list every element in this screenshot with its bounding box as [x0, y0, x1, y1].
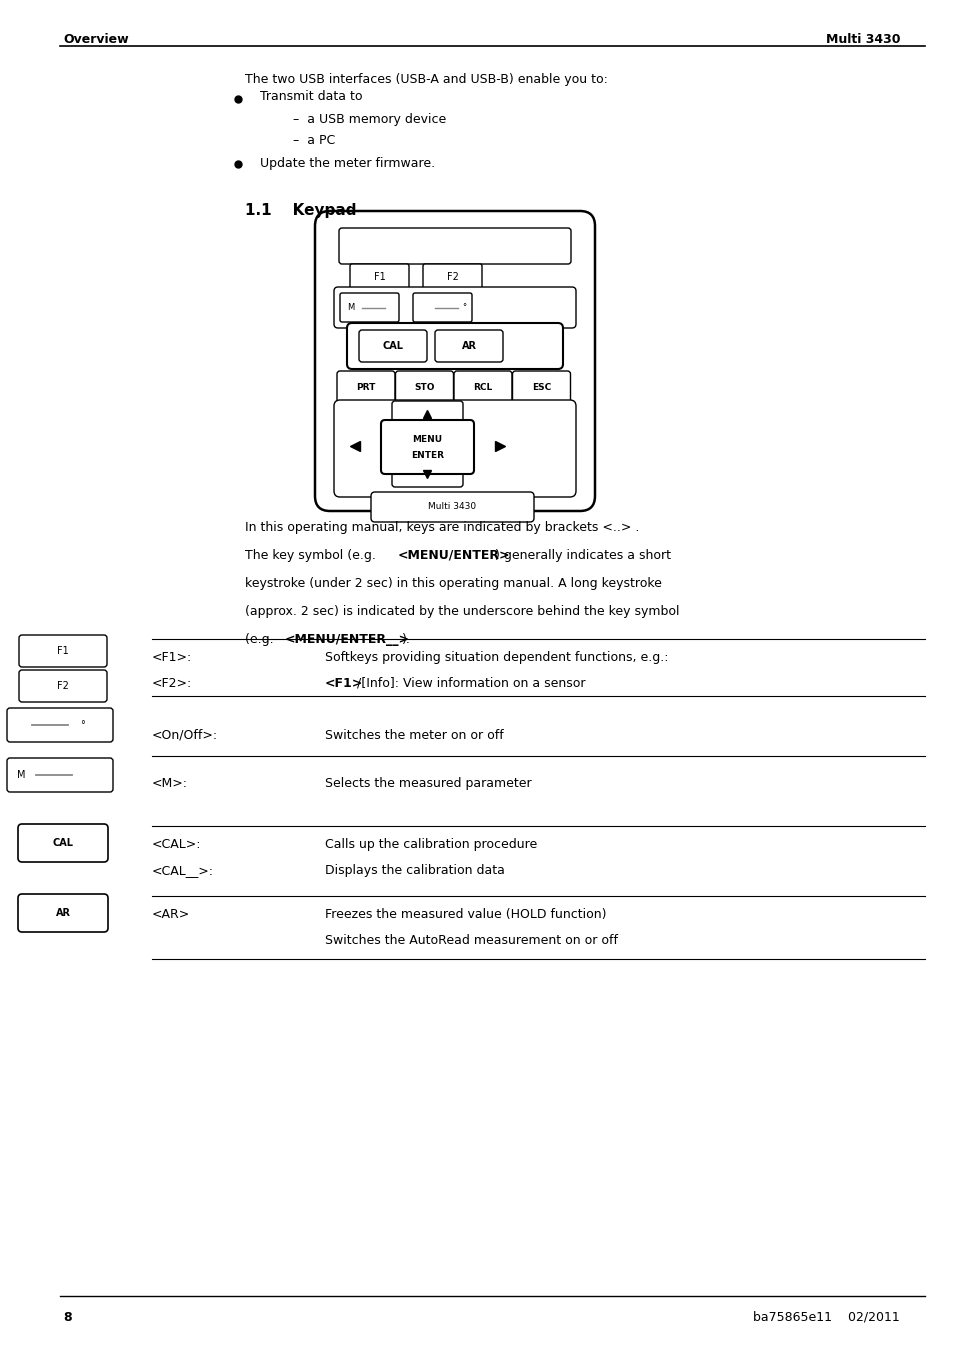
FancyBboxPatch shape: [380, 420, 474, 474]
Text: AR: AR: [55, 908, 71, 917]
Text: Multi 3430: Multi 3430: [824, 32, 899, 46]
Text: –  a PC: – a PC: [293, 135, 335, 147]
FancyBboxPatch shape: [336, 372, 395, 403]
Text: <On/Off>:: <On/Off>:: [152, 730, 218, 742]
FancyBboxPatch shape: [435, 330, 502, 362]
Text: ).: ).: [401, 634, 411, 646]
FancyBboxPatch shape: [7, 758, 112, 792]
FancyBboxPatch shape: [314, 211, 595, 511]
Text: <AR>: <AR>: [152, 908, 190, 921]
FancyBboxPatch shape: [334, 286, 576, 328]
Text: ) generally indicates a short: ) generally indicates a short: [495, 549, 670, 562]
Text: Freezes the measured value (HOLD function): Freezes the measured value (HOLD functio…: [325, 908, 606, 921]
Text: <MENU/ENTER__>: <MENU/ENTER__>: [285, 634, 410, 646]
FancyBboxPatch shape: [338, 228, 571, 263]
Text: °: °: [80, 720, 85, 730]
Text: The key symbol (e.g.: The key symbol (e.g.: [245, 549, 379, 562]
FancyBboxPatch shape: [395, 372, 453, 403]
FancyBboxPatch shape: [512, 372, 570, 403]
Text: CAL: CAL: [382, 340, 403, 351]
Text: M: M: [17, 770, 26, 780]
FancyBboxPatch shape: [19, 635, 107, 667]
Text: AR: AR: [461, 340, 476, 351]
Text: /[Info]: View information on a sensor: /[Info]: View information on a sensor: [356, 677, 585, 690]
Text: PRT: PRT: [355, 382, 375, 392]
FancyBboxPatch shape: [392, 401, 462, 427]
Text: Update the meter firmware.: Update the meter firmware.: [260, 158, 435, 170]
FancyBboxPatch shape: [422, 263, 481, 290]
Text: In this operating manual, keys are indicated by brackets <..> .: In this operating manual, keys are indic…: [245, 521, 639, 534]
Text: 8: 8: [63, 1310, 71, 1324]
Text: F1: F1: [57, 646, 69, 657]
Text: ENTER: ENTER: [411, 451, 443, 461]
Text: F2: F2: [446, 272, 458, 282]
Text: <CAL>:: <CAL>:: [152, 838, 201, 851]
Text: <F1>:: <F1>:: [152, 651, 193, 663]
Text: ba75865e11    02/2011: ba75865e11 02/2011: [753, 1310, 899, 1324]
FancyBboxPatch shape: [371, 492, 534, 521]
Text: M: M: [347, 303, 354, 312]
FancyBboxPatch shape: [413, 293, 472, 322]
FancyBboxPatch shape: [347, 323, 562, 369]
Text: (approx. 2 sec) is indicated by the underscore behind the key symbol: (approx. 2 sec) is indicated by the unde…: [245, 605, 679, 617]
Text: –  a USB memory device: – a USB memory device: [293, 112, 446, 126]
Text: CAL: CAL: [52, 838, 73, 848]
Text: <F1>: <F1>: [325, 677, 363, 690]
FancyBboxPatch shape: [18, 894, 108, 932]
FancyBboxPatch shape: [392, 461, 462, 486]
Text: Calls up the calibration procedure: Calls up the calibration procedure: [325, 838, 537, 851]
Text: <MENU/ENTER>: <MENU/ENTER>: [397, 549, 510, 562]
FancyBboxPatch shape: [358, 330, 427, 362]
Text: F1: F1: [374, 272, 385, 282]
Text: Switches the AutoRead measurement on or off: Switches the AutoRead measurement on or …: [325, 934, 618, 947]
Text: MENU: MENU: [412, 435, 442, 444]
FancyBboxPatch shape: [19, 670, 107, 703]
Text: <F2>:: <F2>:: [152, 677, 193, 690]
Text: ESC: ESC: [532, 382, 551, 392]
FancyBboxPatch shape: [350, 263, 409, 290]
Text: Displays the calibration data: Displays the calibration data: [325, 865, 504, 877]
Text: (e.g.: (e.g.: [245, 634, 277, 646]
Text: <M>:: <M>:: [152, 777, 188, 790]
Text: keystroke (under 2 sec) in this operating manual. A long keystroke: keystroke (under 2 sec) in this operatin…: [245, 577, 661, 590]
FancyBboxPatch shape: [18, 824, 108, 862]
Text: Overview: Overview: [63, 32, 129, 46]
Text: Switches the meter on or off: Switches the meter on or off: [325, 730, 503, 742]
FancyBboxPatch shape: [339, 293, 398, 322]
Text: 1.1    Keypad: 1.1 Keypad: [245, 203, 356, 218]
Text: The two USB interfaces (USB-A and USB-B) enable you to:: The two USB interfaces (USB-A and USB-B)…: [245, 73, 607, 86]
FancyBboxPatch shape: [334, 400, 576, 497]
FancyBboxPatch shape: [454, 372, 512, 403]
Text: F2: F2: [57, 681, 69, 690]
Text: RCL: RCL: [473, 382, 492, 392]
Text: Softkeys providing situation dependent functions, e.g.:: Softkeys providing situation dependent f…: [325, 651, 668, 663]
Text: STO: STO: [414, 382, 435, 392]
Text: Multi 3430: Multi 3430: [428, 503, 476, 512]
Text: <CAL__>:: <CAL__>:: [152, 865, 213, 877]
Text: °: °: [461, 303, 466, 312]
FancyBboxPatch shape: [7, 708, 112, 742]
Text: Transmit data to: Transmit data to: [260, 91, 362, 104]
Text: Selects the measured parameter: Selects the measured parameter: [325, 777, 531, 790]
